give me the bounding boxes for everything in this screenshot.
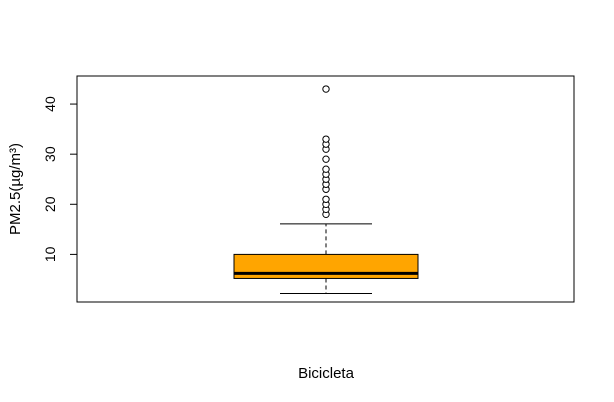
boxplot bbox=[233, 85, 419, 294]
outlier-point bbox=[322, 165, 330, 173]
y-tick-label: 10 bbox=[42, 246, 58, 262]
outlier-point bbox=[322, 195, 330, 203]
x-axis-label: Bicicleta bbox=[298, 365, 355, 382]
y-axis-label: PM2.5(µg/m³) bbox=[7, 143, 24, 235]
outlier-point bbox=[322, 85, 330, 93]
outlier-point bbox=[322, 155, 330, 163]
y-tick-label: 40 bbox=[42, 96, 58, 112]
outlier-point bbox=[322, 135, 330, 143]
y-axis: 10 20 30 40 bbox=[42, 96, 78, 262]
y-tick-label: 30 bbox=[42, 146, 58, 162]
y-tick-label: 20 bbox=[42, 196, 58, 212]
